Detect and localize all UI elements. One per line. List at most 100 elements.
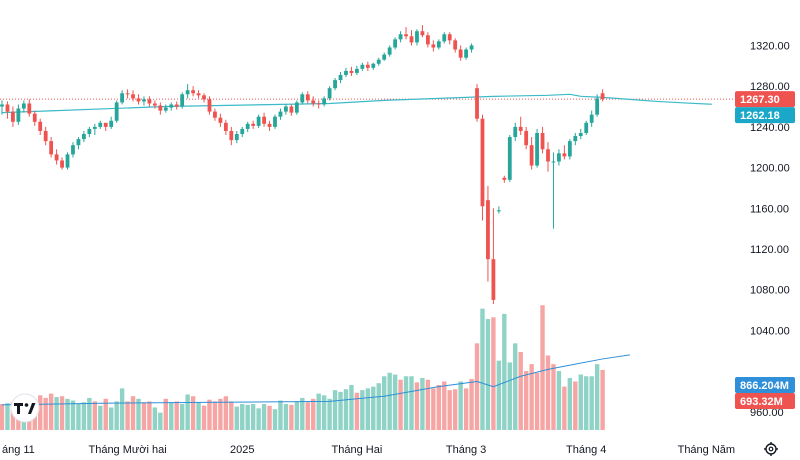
settings-gear-icon[interactable] bbox=[764, 442, 778, 456]
volume-bar bbox=[283, 404, 289, 430]
candle-body bbox=[327, 88, 332, 99]
candle-body bbox=[464, 49, 468, 58]
volume-bar bbox=[103, 398, 108, 430]
y-tick-label: 1200.00 bbox=[750, 163, 790, 175]
volume-bar bbox=[371, 386, 376, 430]
volume-bar bbox=[261, 404, 267, 430]
volume-bar bbox=[70, 400, 76, 430]
y-tick-label: 960.00 bbox=[750, 407, 784, 419]
x-axis-tick-labels: áng 11 Tháng Mười hai 2025 Tháng Hai Tháng 3… bbox=[2, 444, 735, 456]
volume-bar bbox=[463, 388, 469, 430]
volume-bar bbox=[158, 412, 163, 430]
candle-body bbox=[469, 45, 474, 50]
y-tick-label: 1080.00 bbox=[750, 285, 790, 297]
candle-body bbox=[376, 59, 381, 64]
volume-bar bbox=[0, 404, 5, 430]
volume-bar bbox=[567, 378, 573, 430]
candle-body bbox=[38, 121, 43, 131]
y-tick-label: 1120.00 bbox=[750, 244, 789, 256]
candle-body bbox=[147, 99, 152, 104]
volume-bar bbox=[578, 374, 583, 430]
candle-body bbox=[600, 93, 605, 100]
volume-bar bbox=[480, 308, 485, 430]
volume-bar bbox=[59, 396, 65, 430]
tradingview-logo[interactable] bbox=[10, 393, 40, 423]
candle-body bbox=[136, 98, 141, 102]
candle-body bbox=[360, 64, 365, 69]
candle-body bbox=[398, 34, 403, 40]
candle-body bbox=[518, 126, 523, 131]
candle-body bbox=[316, 103, 321, 105]
volume-bar bbox=[316, 393, 321, 430]
volume-bar bbox=[431, 388, 436, 430]
last-price-label: 1267.30 bbox=[740, 94, 780, 106]
candle-body bbox=[393, 39, 398, 48]
candle-body bbox=[114, 102, 119, 121]
volume-bar bbox=[278, 400, 283, 430]
volume-bar bbox=[300, 397, 305, 430]
volume-bar bbox=[589, 376, 594, 430]
candle-body bbox=[551, 161, 556, 163]
volume-bar bbox=[65, 398, 70, 430]
candle-body bbox=[202, 95, 206, 100]
volume-bar bbox=[152, 407, 158, 430]
candle-body bbox=[436, 41, 441, 48]
candle-body bbox=[475, 88, 479, 119]
x-tick-label: Tháng 3 bbox=[446, 444, 486, 456]
candle-body bbox=[87, 128, 92, 134]
volume-bar bbox=[294, 401, 300, 430]
candle-body bbox=[131, 94, 135, 99]
candle-body bbox=[322, 98, 327, 105]
volume-bar bbox=[507, 362, 512, 430]
volume-bar bbox=[387, 372, 392, 430]
y-tick-label: 1280.00 bbox=[750, 81, 790, 93]
candle-body bbox=[535, 132, 539, 166]
volume-bar bbox=[458, 381, 463, 430]
candle-body bbox=[486, 200, 490, 260]
volume-bar bbox=[43, 397, 48, 430]
volume-bar bbox=[250, 404, 256, 430]
candle-body bbox=[365, 64, 370, 68]
candle-body bbox=[311, 100, 316, 104]
x-tick-label: Tháng Hai bbox=[332, 444, 383, 456]
volume-bar bbox=[414, 382, 420, 430]
candle-body bbox=[273, 116, 277, 127]
y-tick-label: 1240.00 bbox=[750, 122, 790, 134]
volume-bar bbox=[223, 396, 229, 430]
volume-bar bbox=[38, 395, 43, 430]
volume-bar bbox=[289, 404, 294, 430]
candle-body bbox=[382, 54, 387, 60]
candle-body bbox=[251, 123, 256, 126]
volume-bar bbox=[169, 402, 174, 430]
candle-body bbox=[11, 111, 15, 122]
candle-body bbox=[355, 68, 359, 73]
candle-body bbox=[71, 145, 75, 155]
volume-bar bbox=[442, 381, 447, 430]
candle-body bbox=[453, 40, 458, 50]
candle-body bbox=[267, 123, 272, 127]
candle-body bbox=[305, 94, 310, 101]
volume-bar bbox=[190, 396, 196, 430]
candle-body bbox=[442, 34, 447, 42]
x-tick-label: Tháng 4 bbox=[566, 444, 606, 456]
candle-body bbox=[338, 74, 343, 81]
candle-body bbox=[27, 103, 32, 114]
volume-bar bbox=[502, 313, 507, 430]
volume-bar bbox=[474, 343, 480, 430]
volume-bar bbox=[452, 389, 458, 430]
y-axis-tick-labels: 960.00 1040.00 1080.00 1120.00 1160.00 1200.0… bbox=[750, 40, 790, 418]
volume-bar bbox=[382, 376, 387, 430]
volume-ma-label: 866.204M bbox=[740, 380, 789, 392]
candle-body bbox=[109, 120, 114, 127]
volume-bar bbox=[201, 405, 207, 430]
volume-bar bbox=[540, 305, 545, 430]
volume-bar bbox=[92, 401, 98, 430]
candle-body bbox=[524, 130, 529, 146]
candle-body bbox=[98, 122, 103, 127]
candle-body bbox=[425, 35, 430, 45]
volume-moving-average-line bbox=[1, 354, 630, 406]
volume-bar bbox=[179, 404, 185, 430]
volume-bar bbox=[54, 397, 59, 430]
candle-body bbox=[191, 90, 195, 94]
price-moving-average-line bbox=[1, 93, 712, 114]
